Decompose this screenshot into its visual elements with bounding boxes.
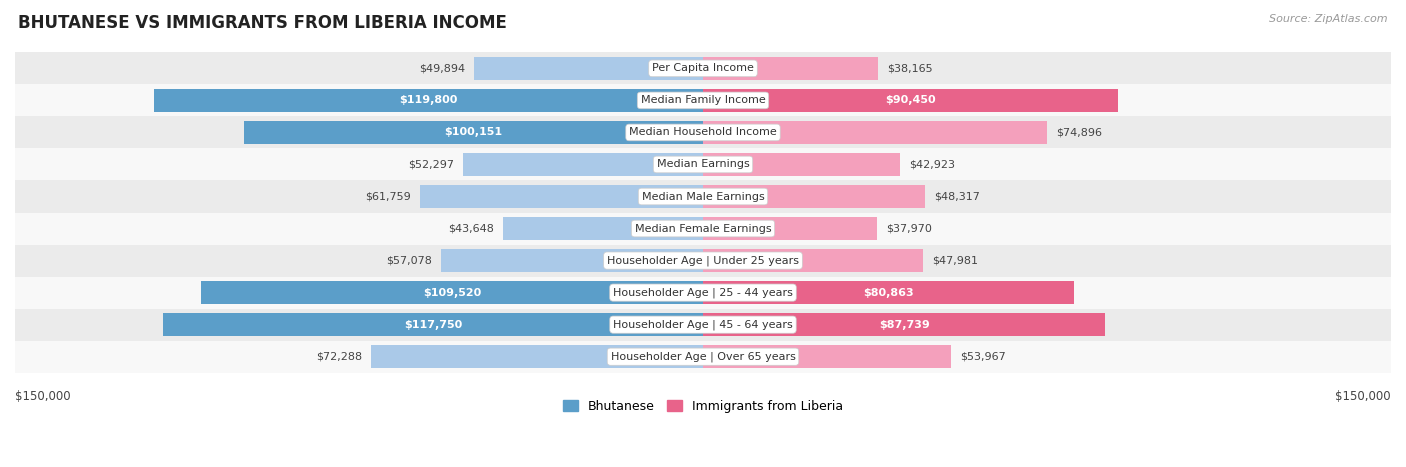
Text: $43,648: $43,648 [447, 224, 494, 234]
Text: $119,800: $119,800 [399, 95, 457, 106]
Bar [15, 309, 1391, 340]
Bar [441, 249, 703, 272]
Text: $37,970: $37,970 [886, 224, 932, 234]
Bar [15, 212, 1391, 245]
Bar [703, 121, 1046, 144]
Bar [15, 276, 1391, 309]
Bar [15, 85, 1391, 116]
Bar [703, 313, 1105, 336]
Text: Householder Age | Under 25 years: Householder Age | Under 25 years [607, 255, 799, 266]
Text: $42,923: $42,923 [910, 159, 955, 170]
Text: Householder Age | 25 - 44 years: Householder Age | 25 - 44 years [613, 287, 793, 298]
Bar [703, 217, 877, 240]
Bar [243, 121, 703, 144]
Bar [371, 346, 703, 368]
Bar [420, 185, 703, 208]
Bar [503, 217, 703, 240]
Bar [15, 149, 1391, 180]
Text: Median Female Earnings: Median Female Earnings [634, 224, 772, 234]
Text: $38,165: $38,165 [887, 64, 932, 73]
Text: $72,288: $72,288 [316, 352, 363, 361]
Bar [703, 153, 900, 176]
Text: $109,520: $109,520 [423, 288, 481, 297]
Text: $117,750: $117,750 [404, 319, 463, 330]
Text: Householder Age | 45 - 64 years: Householder Age | 45 - 64 years [613, 319, 793, 330]
Bar [703, 346, 950, 368]
Bar [463, 153, 703, 176]
Text: $100,151: $100,151 [444, 127, 502, 137]
Text: Median Household Income: Median Household Income [628, 127, 778, 137]
Text: $90,450: $90,450 [886, 95, 936, 106]
Bar [163, 313, 703, 336]
Text: $49,894: $49,894 [419, 64, 465, 73]
Text: Householder Age | Over 65 years: Householder Age | Over 65 years [610, 352, 796, 362]
Bar [153, 89, 703, 112]
Text: BHUTANESE VS IMMIGRANTS FROM LIBERIA INCOME: BHUTANESE VS IMMIGRANTS FROM LIBERIA INC… [18, 14, 508, 32]
Text: $53,967: $53,967 [960, 352, 1005, 361]
Text: $150,000: $150,000 [15, 390, 70, 403]
Text: $80,863: $80,863 [863, 288, 914, 297]
Legend: Bhutanese, Immigrants from Liberia: Bhutanese, Immigrants from Liberia [558, 395, 848, 417]
Bar [703, 57, 879, 79]
Text: $57,078: $57,078 [387, 255, 432, 266]
Bar [201, 282, 703, 304]
Text: $61,759: $61,759 [364, 191, 411, 202]
Text: $47,981: $47,981 [932, 255, 979, 266]
Bar [474, 57, 703, 79]
Bar [15, 340, 1391, 373]
Text: $74,896: $74,896 [1056, 127, 1102, 137]
Text: Median Family Income: Median Family Income [641, 95, 765, 106]
Text: Median Earnings: Median Earnings [657, 159, 749, 170]
Text: Median Male Earnings: Median Male Earnings [641, 191, 765, 202]
Bar [703, 89, 1118, 112]
Bar [703, 185, 925, 208]
Bar [15, 116, 1391, 149]
Text: $52,297: $52,297 [408, 159, 454, 170]
Text: Per Capita Income: Per Capita Income [652, 64, 754, 73]
Bar [703, 282, 1074, 304]
Text: $150,000: $150,000 [1336, 390, 1391, 403]
Text: $87,739: $87,739 [879, 319, 929, 330]
Bar [15, 52, 1391, 85]
Text: Source: ZipAtlas.com: Source: ZipAtlas.com [1270, 14, 1388, 24]
Bar [15, 180, 1391, 212]
Text: $48,317: $48,317 [934, 191, 980, 202]
Bar [703, 249, 924, 272]
Bar [15, 245, 1391, 276]
